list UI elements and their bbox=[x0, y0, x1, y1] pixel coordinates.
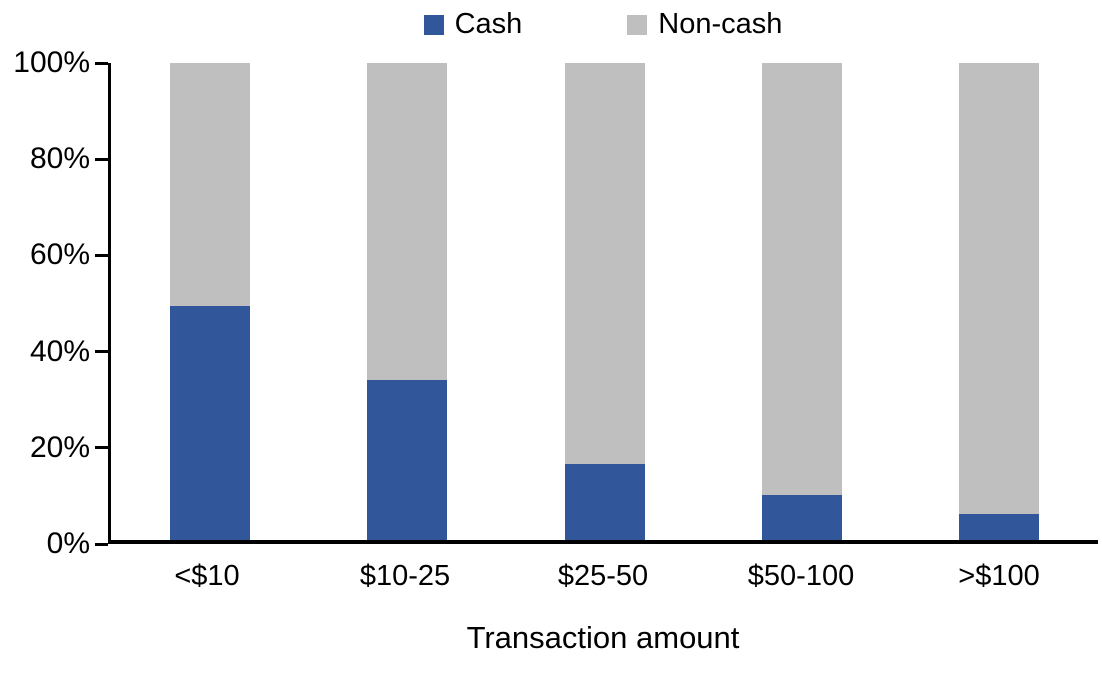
bar-slot bbox=[308, 63, 505, 540]
bar-segment-cash bbox=[169, 306, 250, 540]
bar-segment-cash bbox=[367, 380, 448, 540]
y-tick-label: 40% bbox=[29, 334, 90, 368]
legend: Cash Non-cash bbox=[108, 8, 1098, 41]
bar-stack bbox=[169, 63, 250, 540]
x-tick-label: $25-50 bbox=[557, 560, 649, 592]
legend-swatch-cash bbox=[423, 14, 444, 35]
bar-slot bbox=[901, 63, 1098, 540]
y-tick-mark bbox=[95, 61, 108, 65]
legend-label-cash: Cash bbox=[454, 8, 523, 40]
bar-slot bbox=[506, 63, 703, 540]
bar-segment-non-cash bbox=[959, 63, 1040, 514]
bar-stack bbox=[367, 63, 448, 540]
x-tick-label: $50-100 bbox=[747, 560, 855, 592]
y-tick-mark bbox=[95, 350, 108, 354]
x-tick-label: $10-25 bbox=[359, 560, 451, 592]
x-tick-label: <$10 bbox=[174, 560, 240, 592]
y-tick-label: 60% bbox=[29, 238, 90, 272]
legend-label-non-cash: Non-cash bbox=[658, 8, 783, 40]
x-tick-label: >$100 bbox=[958, 560, 1040, 592]
bar-slot bbox=[703, 63, 900, 540]
legend-item-non-cash: Non-cash bbox=[627, 8, 782, 41]
bar-stack bbox=[959, 63, 1040, 540]
bar-segment-cash bbox=[564, 463, 645, 540]
legend-item-cash: Cash bbox=[423, 8, 523, 41]
y-tick-label: 80% bbox=[29, 142, 90, 176]
y-tick-label: 100% bbox=[13, 46, 90, 79]
y-tick-label: 20% bbox=[29, 430, 90, 464]
y-tick-mark bbox=[95, 253, 108, 257]
y-tick-label: 0% bbox=[46, 527, 90, 560]
bar-segment-non-cash bbox=[761, 63, 842, 495]
bar-segment-non-cash bbox=[169, 63, 250, 307]
y-tick-mark bbox=[95, 446, 108, 450]
x-axis-title: Transaction amount bbox=[466, 620, 740, 655]
bar-slot bbox=[111, 63, 308, 540]
bar-segment-cash bbox=[959, 513, 1040, 540]
y-tick-mark bbox=[95, 542, 108, 546]
bars bbox=[111, 63, 1098, 540]
bar-segment-non-cash bbox=[564, 63, 645, 464]
bar-segment-cash bbox=[761, 494, 842, 540]
bar-stack bbox=[564, 63, 645, 540]
bar-stack bbox=[761, 63, 842, 540]
y-tick-mark bbox=[95, 157, 108, 161]
x-axis-labels: <$10 $10-25 $25-50 $50-100 >$100 bbox=[108, 560, 1098, 593]
bar-segment-non-cash bbox=[367, 63, 448, 381]
plot-area bbox=[108, 63, 1098, 544]
legend-swatch-non-cash bbox=[627, 14, 648, 35]
